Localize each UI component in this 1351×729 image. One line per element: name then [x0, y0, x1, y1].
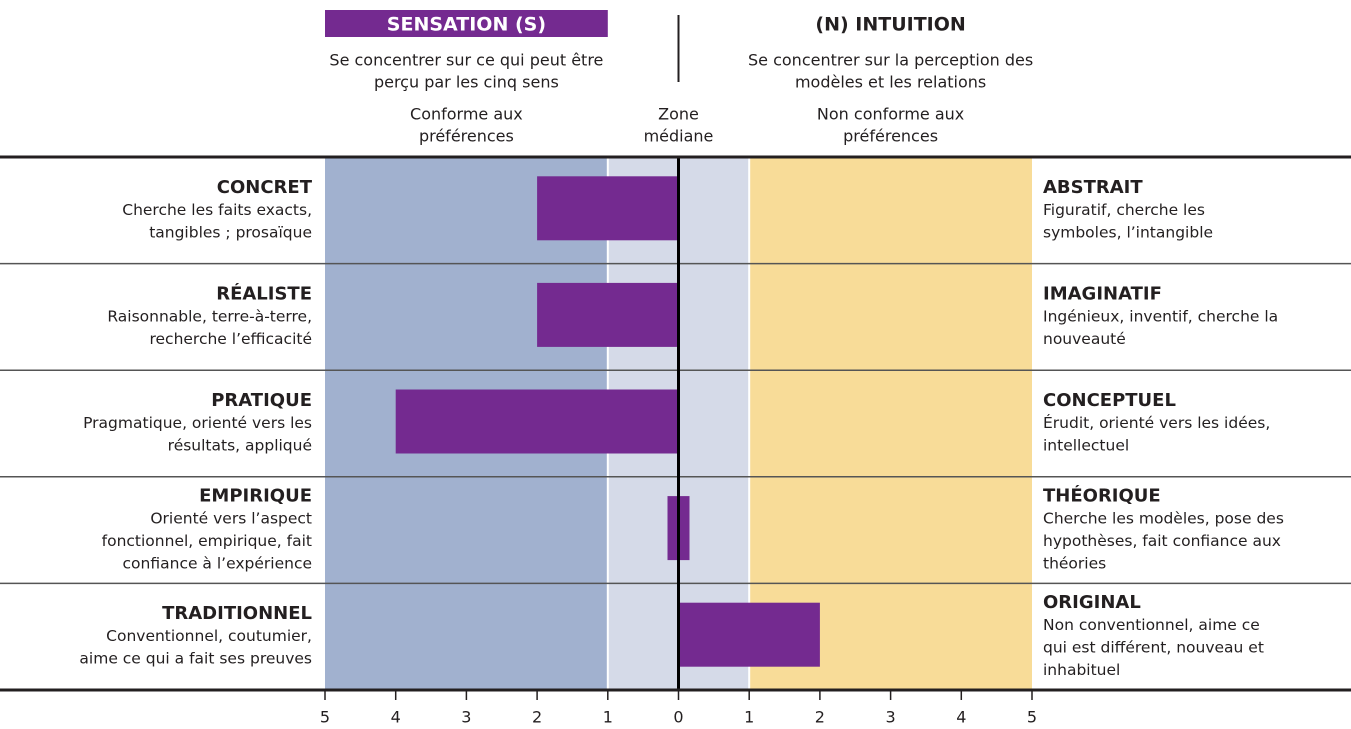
right-desc: hypothèses, fait confiance aux [1043, 532, 1281, 550]
left-title: TRADITIONNEL [162, 603, 312, 624]
left-title: CONCRET [217, 177, 313, 198]
right-subtitle: modèles et les relations [795, 73, 986, 92]
bar [537, 176, 679, 241]
left-desc: tangibles ; prosaïque [149, 223, 312, 241]
right-title: IMAGINATIF [1043, 283, 1162, 304]
bar [678, 602, 820, 667]
right-heading: (N) INTUITION [815, 14, 965, 36]
zone-label: Non conforme aux [817, 105, 964, 124]
zone-label: préférences [419, 127, 514, 146]
right-title: ORIGINAL [1043, 592, 1141, 613]
x-tick-label: 2 [532, 708, 542, 727]
right-desc: nouveauté [1043, 330, 1126, 348]
right-desc: inhabituel [1043, 661, 1120, 679]
left-desc: résultats, appliqué [168, 437, 312, 455]
right-title: ABSTRAIT [1043, 177, 1143, 198]
x-tick-label: 3 [886, 708, 896, 727]
right-desc: Érudit, orienté vers les idées, [1043, 413, 1270, 432]
right-desc: Non conventionnel, aime ce [1043, 616, 1260, 634]
left-desc: aime ce qui a fait ses preuves [79, 650, 312, 668]
left-desc: Conventionnel, coutumier, [106, 627, 312, 645]
left-desc: Pragmatique, orienté vers les [83, 414, 312, 432]
left-desc: Orienté vers l’aspect [150, 509, 312, 527]
left-desc: Raisonnable, terre-à-terre, [107, 307, 312, 325]
right-desc: intellectuel [1043, 437, 1129, 455]
right-desc: symboles, l’intangible [1043, 223, 1213, 241]
zone-label: préférences [843, 127, 938, 146]
x-tick-label: 1 [603, 708, 613, 727]
right-title: CONCEPTUEL [1043, 390, 1176, 411]
left-subtitle: perçu par les cinq sens [374, 73, 559, 92]
x-tick-label: 5 [1027, 708, 1037, 727]
right-desc: Cherche les modèles, pose des [1043, 509, 1284, 527]
bar [395, 389, 679, 454]
left-title: PRATIQUE [211, 390, 312, 411]
x-tick-label: 2 [815, 708, 825, 727]
right-desc: Figuratif, cherche les [1043, 201, 1205, 219]
left-subtitle: Se concentrer sur ce qui peut être [329, 51, 603, 70]
x-tick-label: 5 [320, 708, 330, 727]
right-desc: qui est différent, nouveau et [1043, 638, 1264, 656]
zone-label: Zone [658, 105, 699, 124]
right-desc: théories [1043, 554, 1106, 572]
left-desc: Cherche les faits exacts, [122, 201, 312, 219]
left-desc: fonctionnel, empirique, fait [102, 532, 312, 550]
heading-box [325, 10, 608, 37]
left-title: RÉALISTE [216, 282, 312, 304]
x-tick-label: 1 [744, 708, 754, 727]
zone-label: médiane [644, 127, 714, 146]
zone-label: Conforme aux [410, 105, 523, 124]
x-tick-label: 3 [461, 708, 471, 727]
left-desc: confiance à l’expérience [123, 554, 312, 572]
x-tick-label: 4 [391, 708, 401, 727]
right-subtitle: Se concentrer sur la perception des [748, 51, 1033, 70]
zone [749, 157, 1032, 690]
left-title: EMPIRIQUE [199, 485, 312, 506]
bar [537, 282, 679, 347]
right-title: THÉORIQUE [1043, 484, 1161, 506]
left-heading: SENSATION (S) [387, 14, 546, 36]
right-desc: Ingénieux, inventif, cherche la [1043, 307, 1278, 325]
x-tick-label: 4 [956, 708, 966, 727]
x-tick-label: 0 [673, 708, 683, 727]
left-desc: recherche l’efficacité [149, 330, 312, 348]
